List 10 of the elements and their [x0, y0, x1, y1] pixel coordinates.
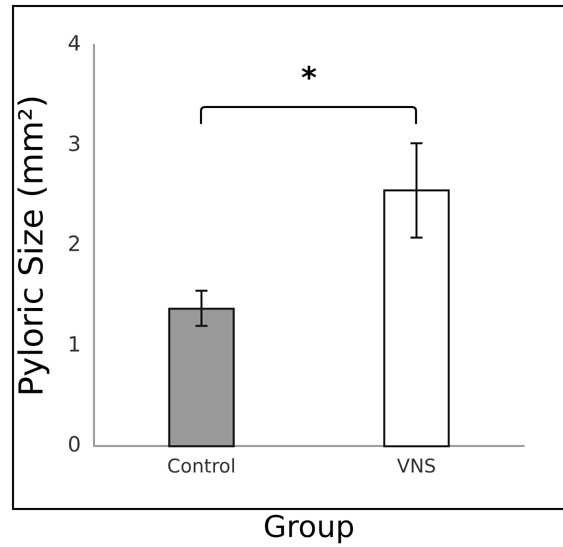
y-tick-label: 4: [68, 31, 81, 56]
y-tick-label: 0: [68, 432, 81, 457]
x-tick-label: Control: [167, 456, 236, 478]
y-tick-label: 1: [68, 332, 81, 356]
x-tick-label: VNS: [396, 456, 436, 478]
annotation: *: [301, 61, 317, 96]
y-axis-title: Pyloric Size (mm²): [11, 94, 50, 396]
y-tick-label: 3: [68, 132, 81, 156]
x-axis-title: Group: [263, 510, 355, 545]
y-tick-label: 2: [68, 232, 81, 256]
